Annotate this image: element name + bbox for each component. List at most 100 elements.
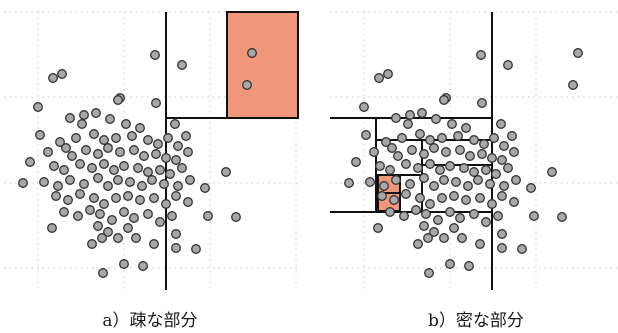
data-point <box>407 145 417 155</box>
data-point <box>113 233 123 243</box>
data-point <box>415 193 425 203</box>
data-point <box>369 147 379 157</box>
data-point <box>111 193 121 203</box>
data-point <box>424 268 434 278</box>
data-point <box>247 48 257 58</box>
data-point <box>129 145 139 155</box>
data-point <box>433 215 443 225</box>
data-point <box>163 133 173 143</box>
data-point <box>437 193 447 203</box>
data-point <box>401 189 411 199</box>
data-point <box>47 223 57 233</box>
data-point <box>143 135 153 145</box>
caption-dense: b）密な部分 <box>428 311 524 331</box>
data-point <box>57 69 67 79</box>
data-point <box>133 163 143 173</box>
data-point <box>51 191 61 201</box>
data-point <box>499 181 509 191</box>
data-point <box>129 213 139 223</box>
highlighted-cell <box>226 11 299 119</box>
data-point <box>53 181 63 191</box>
data-point <box>127 131 137 141</box>
data-point <box>381 137 391 147</box>
data-point <box>43 147 53 157</box>
data-point <box>489 133 499 143</box>
data-point <box>405 179 415 189</box>
data-point <box>170 119 180 129</box>
data-point <box>503 60 513 70</box>
quadtree-panel-dense <box>330 11 618 290</box>
data-point <box>119 161 129 171</box>
data-point <box>75 189 85 199</box>
data-point <box>103 181 113 191</box>
data-point <box>121 119 131 129</box>
data-point <box>153 139 163 149</box>
data-point <box>143 209 153 219</box>
data-point <box>91 108 101 118</box>
data-point <box>455 213 465 223</box>
data-point <box>497 191 507 201</box>
data-point <box>159 179 169 189</box>
data-point <box>485 179 495 189</box>
data-point <box>111 133 121 143</box>
data-point <box>231 212 241 222</box>
data-point <box>143 167 153 177</box>
data-point <box>557 212 567 222</box>
data-point <box>77 119 87 129</box>
data-point <box>87 239 97 249</box>
data-point <box>155 165 165 175</box>
data-point <box>481 165 491 175</box>
data-point <box>457 233 467 243</box>
data-point <box>437 133 447 143</box>
data-point <box>517 244 527 254</box>
data-point <box>547 167 557 177</box>
data-point <box>115 147 125 157</box>
data-point <box>425 135 435 145</box>
data-point <box>109 165 119 175</box>
data-point <box>99 135 109 145</box>
data-point <box>455 145 465 155</box>
data-point <box>401 159 411 169</box>
data-point <box>123 191 133 201</box>
data-point <box>445 161 455 171</box>
data-point <box>421 209 431 219</box>
data-point <box>93 173 103 183</box>
data-point <box>171 155 181 165</box>
data-point <box>475 193 485 203</box>
caption-sparse: a）疎な部分 <box>102 311 198 331</box>
data-point <box>387 143 397 153</box>
data-point <box>393 151 403 161</box>
data-point <box>177 60 187 70</box>
data-point <box>469 209 479 219</box>
data-point <box>374 73 384 83</box>
data-point <box>35 130 45 140</box>
data-point <box>469 167 479 177</box>
data-point <box>481 217 491 227</box>
data-point <box>89 129 99 139</box>
data-point <box>135 195 145 205</box>
data-point <box>150 50 160 60</box>
data-point <box>351 157 361 167</box>
data-point <box>138 261 148 271</box>
data-point <box>242 80 252 90</box>
data-point <box>419 149 429 159</box>
data-point <box>491 169 501 179</box>
data-point <box>419 221 429 231</box>
data-point <box>79 179 89 189</box>
data-point <box>63 195 73 205</box>
data-point <box>477 98 487 108</box>
data-point <box>477 149 487 159</box>
data-point <box>435 165 445 175</box>
data-point <box>39 177 49 187</box>
data-point <box>449 223 459 233</box>
quadtree-panel-sparse <box>4 11 299 290</box>
data-point <box>475 239 485 249</box>
data-point <box>107 215 117 225</box>
data-point <box>71 133 81 143</box>
data-point <box>33 102 43 112</box>
data-point <box>79 110 89 120</box>
data-point <box>413 239 423 249</box>
data-point <box>65 113 75 123</box>
data-point <box>413 163 423 173</box>
data-point <box>391 113 401 123</box>
